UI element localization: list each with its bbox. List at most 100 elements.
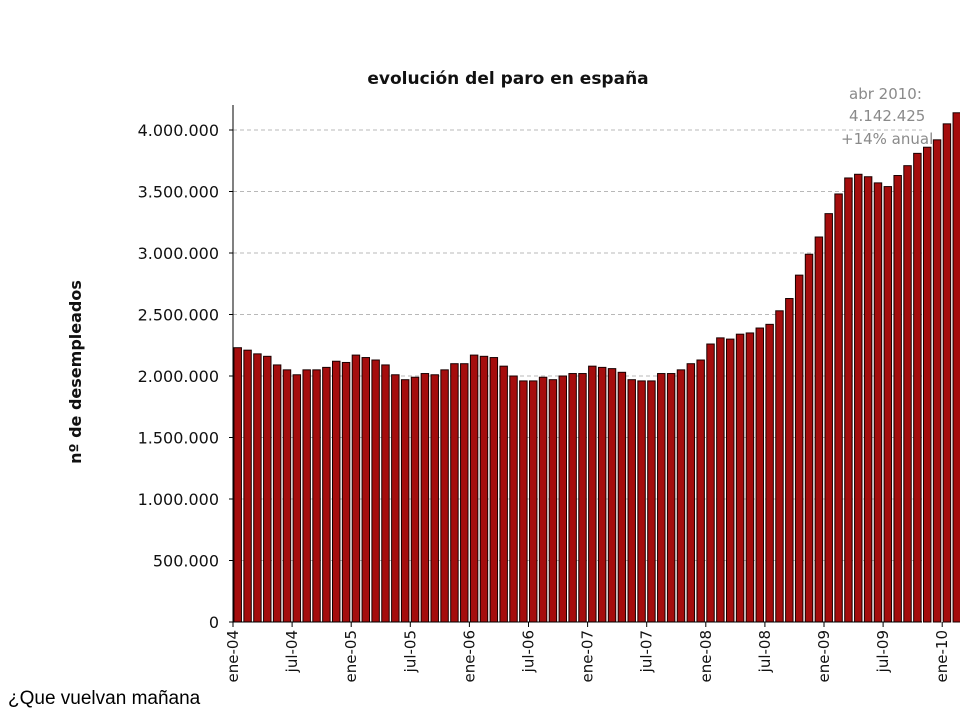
x-tick-label: ene-09 xyxy=(815,630,833,682)
bar xyxy=(450,363,459,623)
x-tick-label: jul-04 xyxy=(283,630,301,673)
bar xyxy=(233,347,242,623)
bar xyxy=(400,379,410,623)
bar xyxy=(775,310,784,623)
x-tick-label: ene-05 xyxy=(342,630,360,682)
bar xyxy=(440,369,449,623)
x-tick-label: jul-08 xyxy=(756,630,774,673)
bar xyxy=(913,152,922,623)
bar xyxy=(391,374,400,623)
bar xyxy=(272,364,282,623)
bar xyxy=(794,274,804,623)
x-tick-label: ene-06 xyxy=(460,630,478,682)
y-tick-label: 4.000.000 xyxy=(138,121,219,140)
bar xyxy=(765,323,774,623)
bar xyxy=(361,357,370,623)
bar xyxy=(745,332,755,623)
bar xyxy=(243,349,252,623)
bar xyxy=(568,373,577,623)
bar xyxy=(302,369,311,623)
bar xyxy=(804,253,814,623)
bar xyxy=(607,368,617,623)
bar xyxy=(253,353,262,623)
bar xyxy=(509,375,518,623)
bar xyxy=(489,357,499,623)
bar xyxy=(696,359,705,623)
y-tick-label: 2.500.000 xyxy=(138,306,219,325)
x-tick-label: ene-07 xyxy=(579,630,597,682)
bar xyxy=(814,236,824,623)
bar xyxy=(578,373,587,623)
x-tick-label: jul-07 xyxy=(638,630,656,673)
y-axis-title: nº de desempleados xyxy=(66,280,85,464)
bar xyxy=(263,355,272,623)
bar xyxy=(676,369,686,623)
x-tick-label: jul-06 xyxy=(520,630,538,673)
y-tick-label: 500.000 xyxy=(153,552,219,571)
bar xyxy=(479,355,489,623)
y-tick-label: 0 xyxy=(209,613,219,632)
bar xyxy=(903,165,912,623)
bar xyxy=(312,369,321,623)
bar xyxy=(706,343,715,623)
bar xyxy=(627,379,636,623)
bar xyxy=(873,182,883,623)
bar xyxy=(657,373,666,623)
bar xyxy=(597,366,607,623)
bar xyxy=(519,380,528,623)
bar xyxy=(854,173,863,623)
x-tick-label: ene-08 xyxy=(697,630,715,682)
x-tick-label: ene-04 xyxy=(224,630,242,682)
bar xyxy=(332,360,341,623)
bar xyxy=(755,327,764,623)
bar xyxy=(538,376,548,623)
annotation-line-1: abr 2010: xyxy=(849,85,922,103)
y-tick-label: 1.500.000 xyxy=(138,429,219,448)
bar xyxy=(460,363,469,623)
annotation-line-3: +14% anual xyxy=(841,130,933,148)
bar xyxy=(726,338,735,623)
chart-title: evolución del paro en españa xyxy=(367,69,648,89)
bar xyxy=(647,380,656,623)
bar xyxy=(952,112,960,623)
bar xyxy=(430,374,439,623)
bar xyxy=(844,177,853,623)
bar xyxy=(341,361,351,623)
bar xyxy=(381,364,390,623)
bar xyxy=(558,375,567,623)
bar xyxy=(932,139,942,623)
y-tick-label: 3.000.000 xyxy=(138,244,219,263)
bar xyxy=(834,193,843,623)
bar xyxy=(666,373,676,623)
bar xyxy=(371,359,380,623)
bar xyxy=(923,146,932,623)
bar xyxy=(883,186,893,623)
bar xyxy=(893,175,902,623)
bar xyxy=(617,371,627,623)
bar xyxy=(824,213,833,623)
slide-caption: ¿Que vuelvan mañana xyxy=(8,688,201,709)
bar xyxy=(282,369,292,623)
bar xyxy=(499,365,508,623)
bar xyxy=(292,374,302,623)
bar xyxy=(686,363,696,623)
bar xyxy=(588,365,597,623)
annotation: abr 2010: 4.142.425 +14% anual xyxy=(841,85,933,148)
y-tick-label: 1.000.000 xyxy=(138,490,219,509)
bar xyxy=(410,376,420,623)
x-tick-label: jul-09 xyxy=(874,630,892,673)
y-tick-label: 2.000.000 xyxy=(138,367,219,386)
x-tick-label: ene-10 xyxy=(933,630,951,682)
x-tick-label: jul-05 xyxy=(401,630,419,673)
bar xyxy=(351,354,361,623)
y-tick-label: 3.500.000 xyxy=(138,183,219,202)
bar xyxy=(735,333,745,623)
bar xyxy=(548,379,558,623)
bar xyxy=(420,373,430,623)
bar xyxy=(785,298,794,623)
bar xyxy=(637,380,646,623)
annotation-line-2: 4.142.425 xyxy=(849,107,925,125)
bar xyxy=(716,337,725,623)
bar xyxy=(322,366,331,623)
